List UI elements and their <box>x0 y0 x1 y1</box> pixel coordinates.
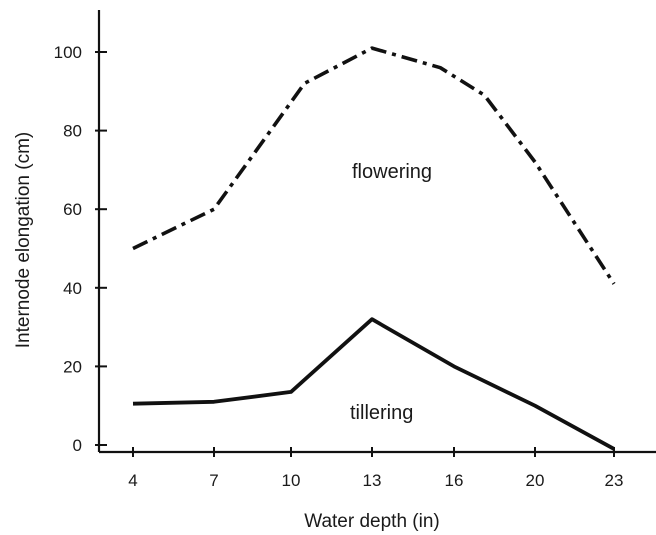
x-tick-label: 23 <box>605 471 624 490</box>
y-axis-ticks: 0 20 40 60 80 100 <box>54 43 107 455</box>
series-label-tillering: tillering <box>350 402 413 424</box>
x-tick-label: 7 <box>209 471 218 490</box>
y-tick-label: 20 <box>63 357 82 376</box>
y-tick-label: 60 <box>63 200 82 219</box>
x-axis-title: Water depth (in) <box>304 511 440 532</box>
x-tick-label: 16 <box>445 471 464 490</box>
series-label-flowering: flowering <box>352 161 432 183</box>
axes <box>97 10 656 454</box>
x-tick-label: 4 <box>128 471 137 490</box>
x-tick-label: 10 <box>282 471 301 490</box>
x-tick-label: 20 <box>526 471 545 490</box>
y-tick-label: 100 <box>54 43 82 62</box>
series-line-tillering <box>132 317 615 451</box>
y-tick-label: 40 <box>63 279 82 298</box>
y-axis-title: Internode elongation (cm) <box>13 132 34 349</box>
x-axis-ticks: 4 7 10 13 16 20 23 <box>128 447 623 490</box>
y-tick-label: 80 <box>63 122 82 141</box>
series-lines <box>132 46 616 451</box>
series-line-flowering <box>132 46 616 285</box>
y-tick-label: 0 <box>73 436 82 455</box>
x-tick-label: 13 <box>363 471 382 490</box>
